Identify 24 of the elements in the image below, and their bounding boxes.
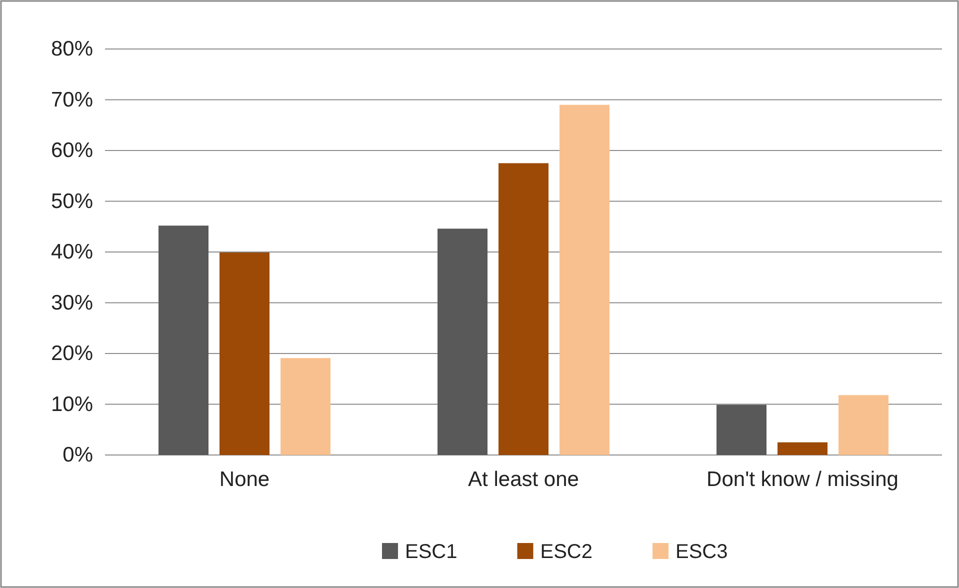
y-tick-label: 50% <box>50 190 93 213</box>
y-tick-label: 0% <box>62 444 93 467</box>
y-tick-label: 70% <box>50 88 93 112</box>
legend-label: ESC2 <box>540 541 592 563</box>
y-tick-label: 60% <box>50 139 93 162</box>
y-tick-label: 10% <box>50 392 93 416</box>
x-tick-label: At least one <box>468 468 579 491</box>
legend-label: ESC3 <box>676 541 728 563</box>
x-tick-label: None <box>219 468 270 491</box>
bar <box>498 163 548 455</box>
bar <box>778 442 828 455</box>
bar <box>280 358 330 455</box>
bar <box>716 404 766 455</box>
y-tick-label: 30% <box>50 291 93 314</box>
legend-label: ESC1 <box>405 541 458 563</box>
y-tick-label: 40% <box>50 240 93 264</box>
bar <box>158 226 208 455</box>
y-tick-label: 20% <box>50 342 93 366</box>
bar <box>838 395 888 455</box>
bar <box>220 252 270 455</box>
bar <box>560 104 610 455</box>
bar <box>438 228 488 455</box>
y-tick-label: 80% <box>50 38 93 61</box>
x-tick-label: Don't know / missing <box>706 468 898 491</box>
